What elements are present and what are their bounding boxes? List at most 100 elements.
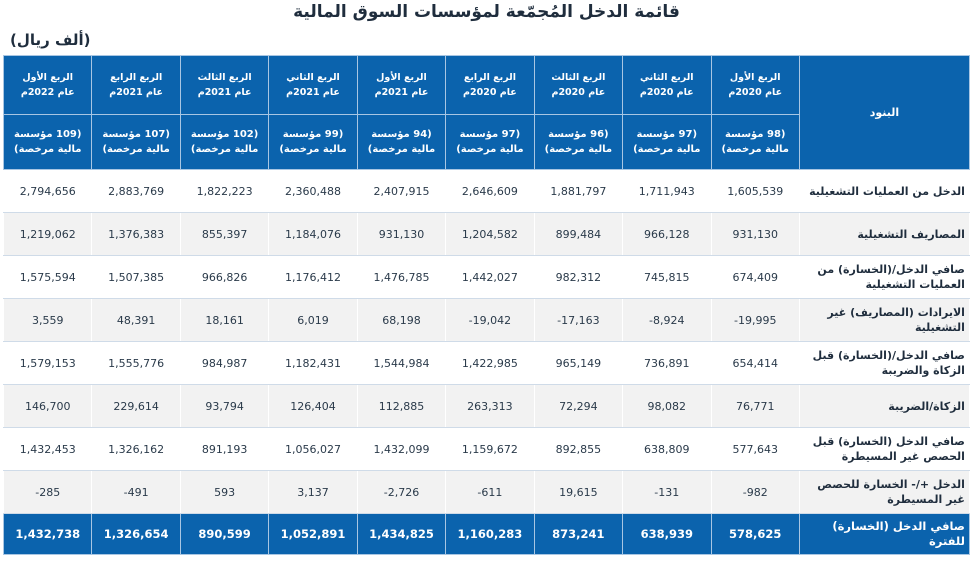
value-cell: 1,204,582 <box>445 212 535 256</box>
value-cell: 593 <box>179 470 270 514</box>
value-cell: 1,184,076 <box>268 212 358 256</box>
value-cell: 1,555,776 <box>91 341 181 385</box>
value-cell: -17,163 <box>533 298 624 342</box>
quarter-header: الربع الأول عام 2021م <box>356 55 447 115</box>
value-cell: 966,826 <box>179 255 270 299</box>
value-cell: 577,643 <box>710 427 800 471</box>
row-label: الايرادات (المصاريف) غير التشغيلية <box>798 298 970 342</box>
quarter-name: الربع الأول <box>376 72 427 83</box>
value-cell: 1,711,943 <box>622 169 712 213</box>
quarter-name: الربع الرابع <box>110 72 163 83</box>
items-header: البنود <box>798 55 970 170</box>
value-cell: 1,219,062 <box>2 212 93 256</box>
row-label: صافي الدخل (الخسارة) قبل الحصص غير المسي… <box>798 427 970 471</box>
row-label: صافي الدخل/(الخسارة) قبل الزكاة والضريبة <box>798 341 970 385</box>
value-cell: -982 <box>710 470 800 514</box>
value-cell: -611 <box>445 470 535 514</box>
value-cell: 578,625 <box>710 513 800 555</box>
value-cell: 76,771 <box>710 384 800 428</box>
value-cell: 890,599 <box>179 513 270 555</box>
institution-count: (94 مؤسسة مالية مرخصة) <box>356 114 447 170</box>
value-cell: 1,579,153 <box>2 341 93 385</box>
value-cell: 966,128 <box>622 212 712 256</box>
value-cell: -491 <box>91 470 181 514</box>
value-cell: 982,312 <box>533 255 624 299</box>
quarter-year: عام 2022م <box>20 87 75 98</box>
quarter-year: عام 2021م <box>197 87 252 98</box>
quarter-name: الربع الثالث <box>551 72 606 83</box>
value-cell: 891,193 <box>179 427 270 471</box>
value-cell: 1,476,785 <box>356 255 447 299</box>
table-row: صافي الدخل/(الخسارة) قبل الزكاة والضريبة… <box>2 341 970 385</box>
value-cell: 93,794 <box>179 384 270 428</box>
row-label: صافي الدخل/(الخسارة) من العمليات التشغيل… <box>798 255 970 299</box>
value-cell: 1,056,027 <box>268 427 358 471</box>
value-cell: 984,987 <box>179 341 270 385</box>
quarter-name: الربع الأول <box>22 72 73 83</box>
value-cell: 736,891 <box>622 341 712 385</box>
value-cell: 1,326,162 <box>91 427 181 471</box>
value-cell: 1,544,984 <box>356 341 447 385</box>
institution-count: (99 مؤسسة مالية مرخصة) <box>268 114 358 170</box>
value-cell: 1,605,539 <box>710 169 800 213</box>
value-cell: 638,809 <box>622 427 712 471</box>
value-cell: 229,614 <box>91 384 181 428</box>
value-cell: 2,883,769 <box>91 169 181 213</box>
institution-count: (97 مؤسسة مالية مرخصة) <box>622 114 712 170</box>
value-cell: 1,432,738 <box>2 513 93 555</box>
value-cell: 1,507,385 <box>91 255 181 299</box>
quarter-name: الربع الثاني <box>640 72 694 83</box>
value-cell: 931,130 <box>356 212 447 256</box>
value-cell: 931,130 <box>710 212 800 256</box>
value-cell: 1,432,453 <box>2 427 93 471</box>
value-cell: 146,700 <box>2 384 93 428</box>
value-cell: 2,794,656 <box>2 169 93 213</box>
table-row: المصاريف التشغيلية 931,130 966,128 899,484 1… <box>2 212 970 256</box>
value-cell: 654,414 <box>710 341 800 385</box>
quarter-name: الربع الثاني <box>286 72 340 83</box>
table-row: صافي الدخل (الخسارة) قبل الحصص غير المسي… <box>2 427 970 471</box>
quarter-year: عام 2020م <box>463 87 517 98</box>
quarter-name: الربع الثالث <box>197 72 252 83</box>
value-cell: 1,376,383 <box>91 212 181 256</box>
quarter-header: الربع الرابع عام 2020م <box>445 55 535 115</box>
value-cell: 1,052,891 <box>268 513 358 555</box>
row-label: الدخل +/- الخسارة للحصص غير المسيطرة <box>798 470 970 514</box>
table-row: الدخل +/- الخسارة للحصص غير المسيطرة -982… <box>2 470 970 514</box>
row-label: المصاريف التشغيلية <box>798 212 970 256</box>
value-cell: 112,885 <box>356 384 447 428</box>
quarter-header: الربع الرابع عام 2021م <box>91 55 181 115</box>
income-statement-table: البنود الربع الأول عام 2020م الربع الثاني ع… <box>2 55 970 555</box>
value-cell: 3,559 <box>2 298 93 342</box>
value-cell: 6,019 <box>268 298 358 342</box>
value-cell: 3,137 <box>268 470 358 514</box>
value-cell: 1,326,654 <box>91 513 181 555</box>
value-cell: 638,939 <box>622 513 712 555</box>
value-cell: 1,176,412 <box>268 255 358 299</box>
institution-count: (97 مؤسسة مالية مرخصة) <box>445 114 535 170</box>
quarter-header: الربع الأول عام 2020م <box>710 55 800 115</box>
value-cell: 1,160,283 <box>445 513 535 555</box>
value-cell: 1,422,985 <box>445 341 535 385</box>
value-cell: 965,149 <box>533 341 624 385</box>
quarter-year: عام 2021م <box>109 87 164 98</box>
value-cell: -19,042 <box>445 298 535 342</box>
institution-count: (107 مؤسسة مالية مرخصة) <box>91 114 181 170</box>
value-cell: -2,726 <box>356 470 447 514</box>
value-cell: 2,646,609 <box>445 169 535 213</box>
institution-count: (98 مؤسسة مالية مرخصة) <box>710 114 800 170</box>
quarter-header: الربع الثالث عام 2020م <box>533 55 624 115</box>
value-cell: 674,409 <box>710 255 800 299</box>
value-cell: 899,484 <box>533 212 624 256</box>
total-row: صافي الدخل (الخسارة) للفترة 578,625 638,93… <box>2 513 970 555</box>
quarter-year: عام 2021م <box>286 87 340 98</box>
value-cell: 745,815 <box>622 255 712 299</box>
value-cell: 1,881,797 <box>533 169 624 213</box>
institution-count: (96 مؤسسة مالية مرخصة) <box>533 114 624 170</box>
row-label: الزكاة/الضريبة <box>798 384 970 428</box>
value-cell: 1,159,672 <box>445 427 535 471</box>
value-cell: 126,404 <box>268 384 358 428</box>
quarter-header: الربع الثالث عام 2021م <box>179 55 270 115</box>
table-row: صافي الدخل/(الخسارة) من العمليات التشغيل… <box>2 255 970 299</box>
table-row: الايرادات (المصاريف) غير التشغيلية -19,99… <box>2 298 970 342</box>
